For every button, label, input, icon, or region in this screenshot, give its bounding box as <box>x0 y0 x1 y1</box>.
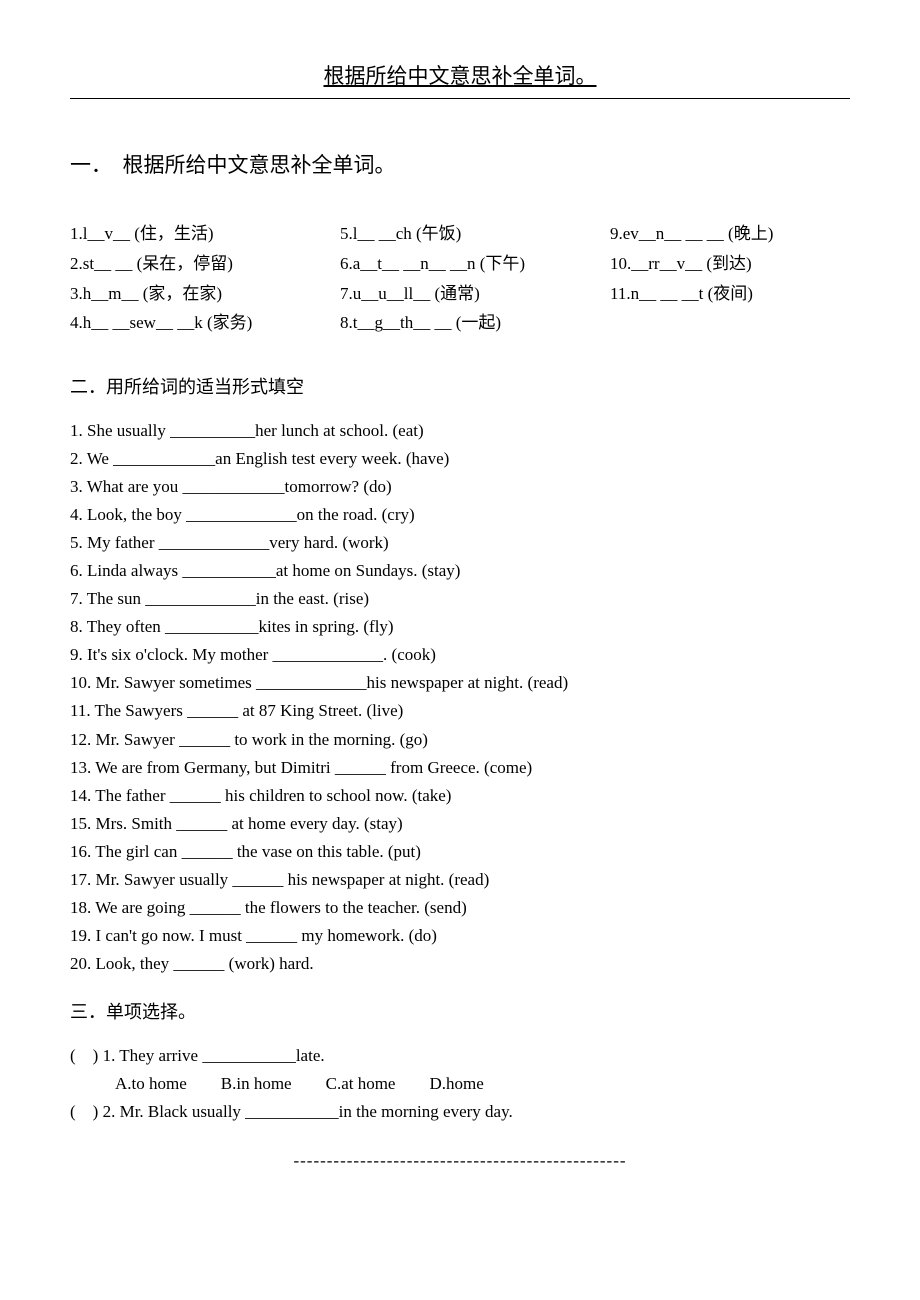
exercise-item: 11. The Sawyers ______ at 87 King Street… <box>70 697 850 725</box>
vocab-item: 5.l__ __ch (午饭) <box>340 219 580 249</box>
mcq-question: ( ) 2. Mr. Black usually ___________in t… <box>70 1098 850 1126</box>
section-1-columns: 1.l__v__ (住，生活) 2.st__ __ (呆在，停留) 3.h__m… <box>70 219 850 338</box>
header-divider <box>70 98 850 99</box>
exercise-item: 12. Mr. Sawyer ______ to work in the mor… <box>70 726 850 754</box>
exercise-item: 10. Mr. Sawyer sometimes _____________hi… <box>70 669 850 697</box>
section-1-title: 一． 根据所给中文意思补全单词。 <box>70 149 850 179</box>
exercise-item: 8. They often ___________kites in spring… <box>70 613 850 641</box>
exercise-item: 3. What are you ____________tomorrow? (d… <box>70 473 850 501</box>
section-2-list: 1. She usually __________her lunch at sc… <box>70 417 850 978</box>
exercise-item: 4. Look, the boy _____________on the roa… <box>70 501 850 529</box>
vocab-item: 11.n__ __ __t (夜间) <box>610 279 850 309</box>
mcq-question: ( ) 1. They arrive ___________late. <box>70 1042 850 1070</box>
exercise-item: 19. I can't go now. I must ______ my hom… <box>70 922 850 950</box>
page-title: 根据所给中文意思补全单词。 <box>70 60 850 90</box>
vocab-item: 2.st__ __ (呆在，停留) <box>70 249 310 279</box>
mcq-choices: A.to home B.in home C.at home D.home <box>70 1070 850 1098</box>
column-2: 5.l__ __ch (午饭) 6.a__t__ __n__ __n (下午) … <box>340 219 580 338</box>
exercise-item: 9. It's six o'clock. My mother _________… <box>70 641 850 669</box>
exercise-item: 15. Mrs. Smith ______ at home every day.… <box>70 810 850 838</box>
vocab-item: 1.l__v__ (住，生活) <box>70 219 310 249</box>
exercise-item: 14. The father ______ his children to sc… <box>70 782 850 810</box>
column-3: 9.ev__n__ __ __ (晚上) 10.__rr__v__ (到达) 1… <box>610 219 850 338</box>
exercise-item: 6. Linda always ___________at home on Su… <box>70 557 850 585</box>
vocab-item: 7.u__u__ll__ (通常) <box>340 279 580 309</box>
exercise-item: 1. She usually __________her lunch at sc… <box>70 417 850 445</box>
column-1: 1.l__v__ (住，生活) 2.st__ __ (呆在，停留) 3.h__m… <box>70 219 310 338</box>
section-2-title: 二．用所给词的适当形式填空 <box>70 373 850 399</box>
vocab-item: 3.h__m__ (家，在家) <box>70 279 310 309</box>
vocab-item: 9.ev__n__ __ __ (晚上) <box>610 219 850 249</box>
section-3-title: 三．单项选择。 <box>70 998 850 1024</box>
footer-divider: ----------------------------------------… <box>70 1151 850 1171</box>
vocab-item: 4.h__ __sew__ __k (家务) <box>70 308 310 338</box>
exercise-item: 5. My father _____________very hard. (wo… <box>70 529 850 557</box>
exercise-item: 13. We are from Germany, but Dimitri ___… <box>70 754 850 782</box>
exercise-item: 16. The girl can ______ the vase on this… <box>70 838 850 866</box>
exercise-item: 18. We are going ______ the flowers to t… <box>70 894 850 922</box>
vocab-item: 8.t__g__th__ __ (一起) <box>340 308 580 338</box>
exercise-item: 7. The sun _____________in the east. (ri… <box>70 585 850 613</box>
exercise-item: 2. We ____________an English test every … <box>70 445 850 473</box>
vocab-item: 6.a__t__ __n__ __n (下午) <box>340 249 580 279</box>
vocab-item: 10.__rr__v__ (到达) <box>610 249 850 279</box>
exercise-item: 17. Mr. Sawyer usually ______ his newspa… <box>70 866 850 894</box>
section-3-list: ( ) 1. They arrive ___________late. A.to… <box>70 1042 850 1126</box>
exercise-item: 20. Look, they ______ (work) hard. <box>70 950 850 978</box>
